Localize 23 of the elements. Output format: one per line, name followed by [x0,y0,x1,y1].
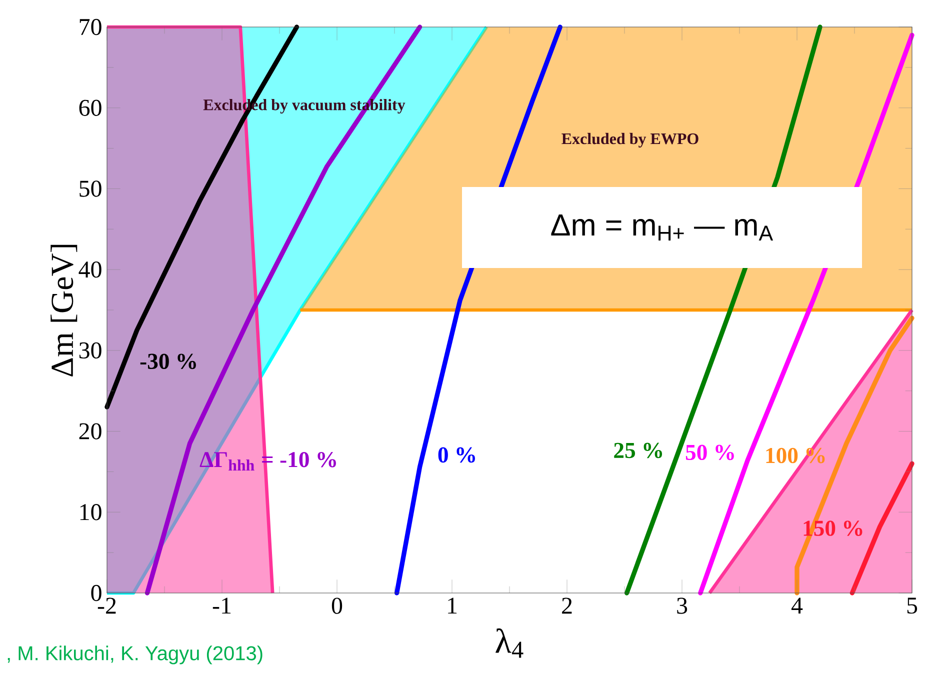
y-tick-label: 40 [78,261,102,278]
y-tick-label: 10 [80,504,102,520]
series-label: 25 % [614,442,662,458]
series-label: 50 % [686,444,734,460]
x-tick-label: 5 [907,598,918,614]
y-tick-label: 20 [79,423,102,440]
x-tick-label: 2 [562,598,572,614]
y-tick-label: 50 [80,180,102,197]
x-axis-title: λ$_{4}$ [496,628,524,658]
y-tick-label: 60 [79,100,102,116]
x-tick-label: 3 [677,598,688,614]
x-tick-label: -1 [212,598,231,614]
y-tick-label: 30 [79,342,102,359]
series-label: -30 % [140,354,196,370]
annotation: Excluded by EWPO [562,132,698,148]
y-axis-title: Δm [GeV] [50,244,78,376]
annotation: Δm = m$_{H+}$ — m$_{A}$ [551,214,774,241]
x-tick-label: 0 [332,598,342,614]
x-tick-label: 1 [448,598,457,614]
text: , M. Kikuchi, K. Yagyu (2013) [8,646,262,664]
y-tick-label: 70 [80,18,102,36]
series-label: 0 % [438,447,475,463]
x-tick-label: 4 [791,598,803,614]
